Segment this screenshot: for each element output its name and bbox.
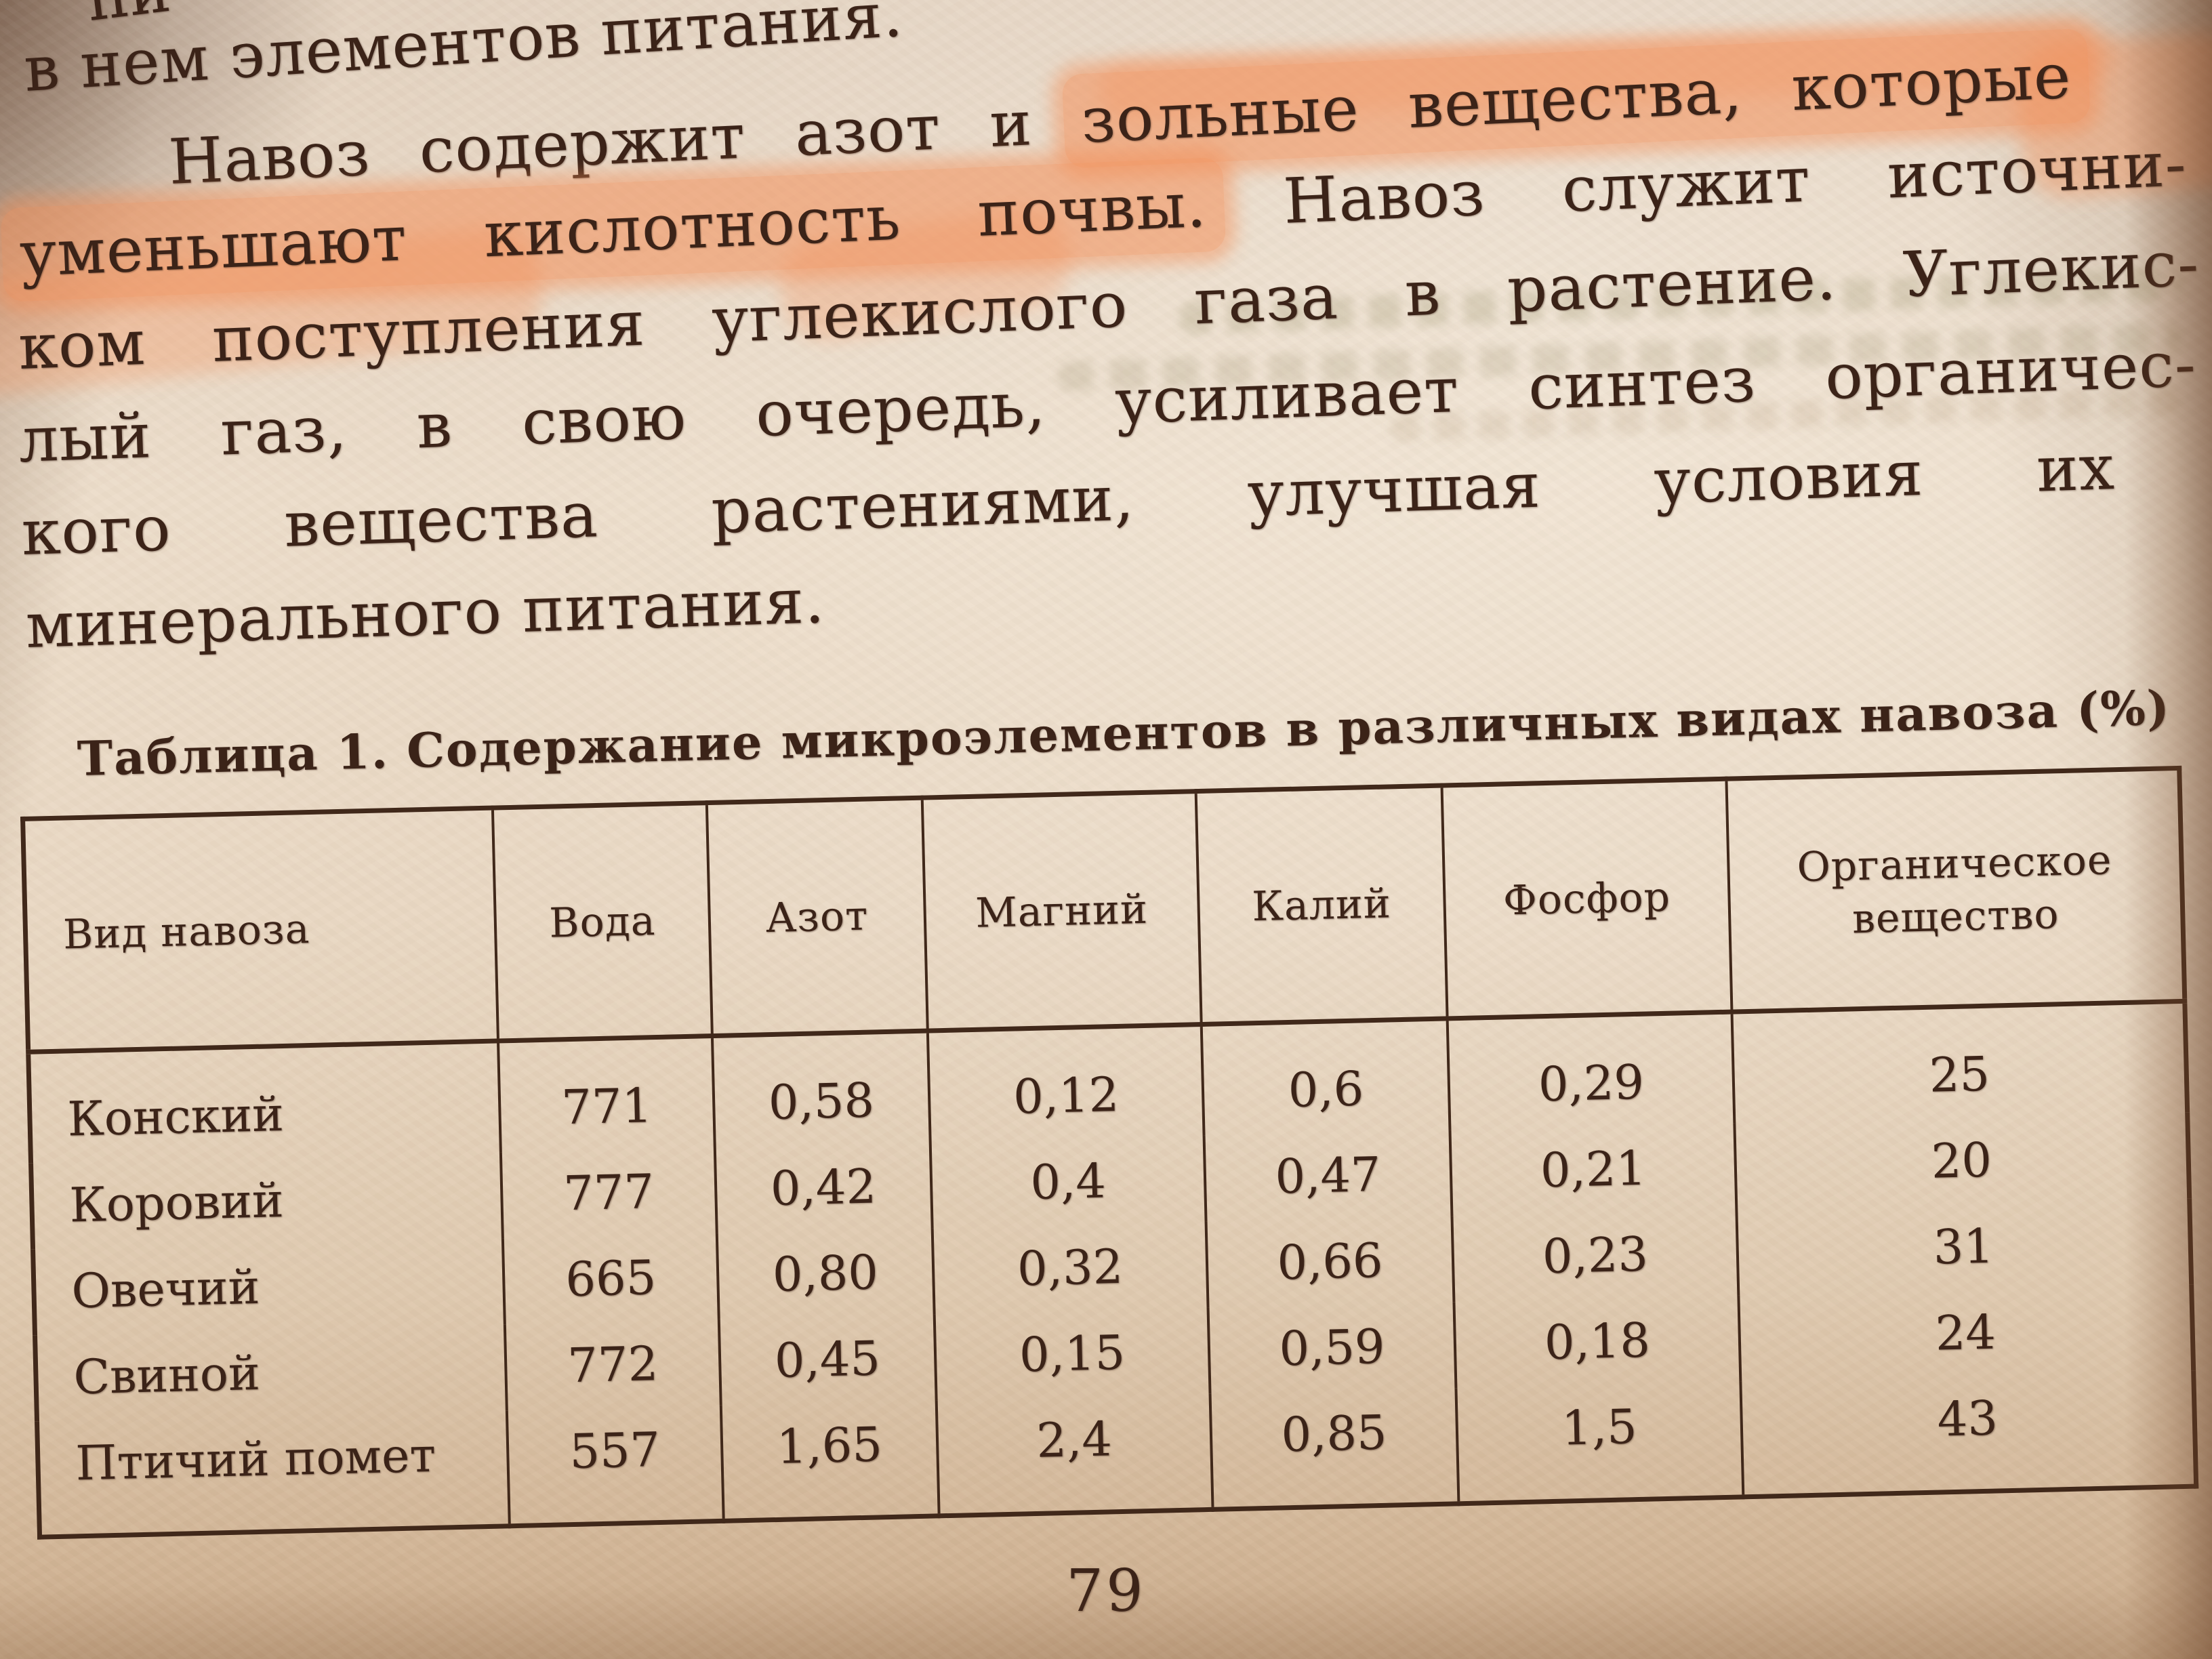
- cell-value: 0,66: [1206, 1216, 1454, 1308]
- cell-value: 0,12: [927, 1024, 1204, 1143]
- cell-value: 1,65: [720, 1400, 939, 1521]
- cell-value: 0,4: [930, 1135, 1206, 1229]
- cell-value: 0,23: [1452, 1209, 1739, 1303]
- data-table: Вид навоза Вода Азот Магний Калий Фосфор…: [20, 765, 2199, 1540]
- manure-type: Коровий: [68, 1172, 285, 1233]
- column-header: Фосфор: [1441, 779, 1732, 1019]
- cell-value: 20: [1734, 1112, 2190, 1210]
- cell-value: 0,32: [932, 1221, 1208, 1315]
- cell-value: 557: [507, 1405, 724, 1526]
- manure-type: Свиной: [73, 1345, 261, 1406]
- table-caption: Таблица 1. Содержание микроэлементов в р…: [76, 679, 2171, 787]
- cell-value: 665: [503, 1233, 719, 1325]
- cell-value: 777: [501, 1147, 717, 1239]
- page-edge-shadow: [2124, 0, 2212, 1659]
- column-header: Вид навоза: [62, 905, 311, 959]
- cell-value: 0,45: [718, 1314, 937, 1406]
- page-number: 79: [0, 1557, 2212, 1625]
- cell-value: 771: [498, 1036, 715, 1153]
- cell-value: 0,80: [716, 1228, 935, 1319]
- cell-value: 0,58: [712, 1031, 930, 1148]
- cell-value: 0,47: [1204, 1130, 1452, 1222]
- cell-value: 1,5: [1456, 1381, 1744, 1504]
- column-header: Азот: [706, 798, 928, 1036]
- cell-value: 0,15: [934, 1307, 1210, 1401]
- column-header: Вода: [493, 802, 712, 1041]
- cell-value: 0,59: [1208, 1302, 1456, 1394]
- cell-value: 31: [1736, 1198, 2192, 1296]
- cell-value: 0,6: [1201, 1018, 1450, 1136]
- cell-value: 0,29: [1447, 1012, 1735, 1130]
- cell-value: 0,42: [714, 1142, 933, 1233]
- cell-value: 2,4: [936, 1393, 1213, 1516]
- manure-type: Овечий: [70, 1258, 261, 1319]
- cell-value: 0,85: [1210, 1388, 1459, 1510]
- manure-type: Птичий помет: [75, 1427, 436, 1492]
- cell-value: 0,18: [1454, 1295, 1741, 1389]
- cell-value: 25: [1732, 1001, 2188, 1124]
- column-header: Органическое вещество: [1726, 768, 2185, 1012]
- cell-value: 0,21: [1450, 1123, 1737, 1216]
- manure-type: Конский: [66, 1086, 285, 1147]
- page-bottom-shadow: [0, 1584, 2212, 1659]
- column-header: Магний: [922, 791, 1202, 1031]
- column-header: Калий: [1195, 785, 1448, 1025]
- cell-value: 772: [505, 1319, 721, 1411]
